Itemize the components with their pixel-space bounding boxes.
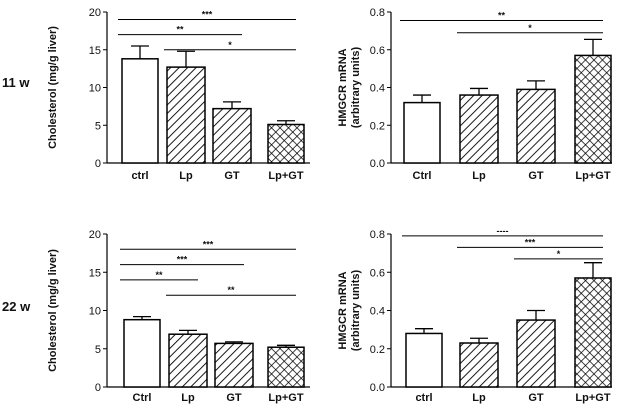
significance-label: ** (498, 10, 506, 20)
bar-lp (459, 342, 499, 388)
y-tick-label: 10 (89, 83, 101, 95)
y-axis-label: Cholesterol (mg/g liver) (47, 26, 59, 149)
bar-gt (214, 342, 254, 388)
significance-label: ** (155, 270, 163, 280)
bar-gt (516, 88, 556, 164)
bar-gt (516, 319, 556, 388)
chart-bottom-right-hmgcr-22w: 0.0 0.2 0.4 0.6 0.8 HMGCR mRNA(arbitrary unit… (337, 226, 612, 404)
significance-label: ---- (497, 226, 509, 236)
y-tick-label: 0.4 (370, 306, 385, 318)
y-tick-label: 0 (95, 158, 101, 170)
y-axis-label: HMGCR mRNA(arbitrary units) (337, 47, 362, 129)
category-label: Lp (472, 392, 486, 404)
row-label-22w: 22 w (2, 299, 31, 314)
significance-label: ** (227, 285, 235, 295)
significance-label: *** (177, 255, 188, 265)
y-tick-label: 0.0 (370, 382, 385, 394)
bar-ctrl (121, 58, 159, 164)
category-label: ctrl (415, 392, 432, 404)
y-tick-label: 20 (89, 229, 101, 241)
significance-label: *** (203, 239, 214, 249)
significance-label: *** (202, 10, 213, 20)
bar-lp-gt (267, 123, 305, 164)
bar-lp-gt (574, 54, 612, 164)
bar-lp-gt (267, 346, 305, 388)
category-label: Lp (179, 170, 193, 182)
row-label-11w: 11 w (2, 75, 30, 90)
y-tick-label: 0.0 (370, 158, 385, 170)
bar-lp-gt (574, 277, 612, 388)
bar-gt (212, 107, 252, 164)
category-label: Lp (472, 170, 486, 182)
bar-lp (166, 66, 206, 164)
category-label: Ctrl (133, 392, 152, 404)
bar-ctrl (405, 332, 443, 388)
category-label: GT (528, 392, 544, 404)
significance-label: * (557, 249, 561, 259)
y-axis-label: Cholesterol (mg/g liver) (47, 249, 59, 372)
y-axis-label: HMGCR mRNA(arbitrary units) (337, 270, 362, 352)
category-label: GT (224, 170, 240, 182)
y-tick-label: 5 (95, 344, 101, 356)
y-tick-label: 15 (89, 45, 101, 57)
significance-label: * (528, 23, 532, 33)
significance-label: * (228, 40, 232, 50)
y-tick-label: 0.8 (370, 229, 385, 241)
bar-lp (459, 94, 499, 164)
y-tick-label: 0.6 (370, 45, 385, 57)
significance-label: *** (525, 237, 536, 247)
y-tick-label: 0 (95, 382, 101, 394)
category-label: GT (528, 170, 544, 182)
chart-bottom-left-cholesterol-22w: 0 5 10 15 20 Cholesterol (mg/g liver) Ctrl Lp GT… (47, 229, 310, 404)
chart-top-right-hmgcr-11w: 0.0 0.2 0.4 0.6 0.8 HMGCR mRNA(arbitrary unit… (337, 7, 612, 182)
bar-ctrl (403, 101, 441, 164)
y-tick-label: 0.4 (370, 83, 385, 95)
category-label: Lp+GT (268, 392, 303, 404)
category-label: Lp (181, 392, 195, 404)
y-tick-label: 10 (89, 306, 101, 318)
category-label: ctrl (131, 170, 148, 182)
y-tick-label: 0.2 (370, 344, 385, 356)
bar-lp (168, 333, 208, 388)
category-label: Lp+GT (268, 170, 303, 182)
category-label: Ctrl (413, 170, 432, 182)
y-tick-label: 0.6 (370, 267, 385, 279)
bar-ctrl (123, 318, 161, 388)
y-tick-label: 15 (89, 267, 101, 279)
category-label: GT (226, 392, 242, 404)
y-tick-label: 20 (89, 7, 101, 19)
y-tick-label: 0.8 (370, 7, 385, 19)
y-tick-label: 0.2 (370, 120, 385, 132)
category-label: Lp+GT (575, 392, 610, 404)
chart-top-left-cholesterol-11w: 0 5 10 15 20 Cholesterol (mg/g liver) ctrl Lp GT… (47, 7, 310, 182)
category-label: Lp+GT (575, 170, 610, 182)
y-tick-label: 5 (95, 120, 101, 132)
significance-label: ** (176, 25, 184, 35)
